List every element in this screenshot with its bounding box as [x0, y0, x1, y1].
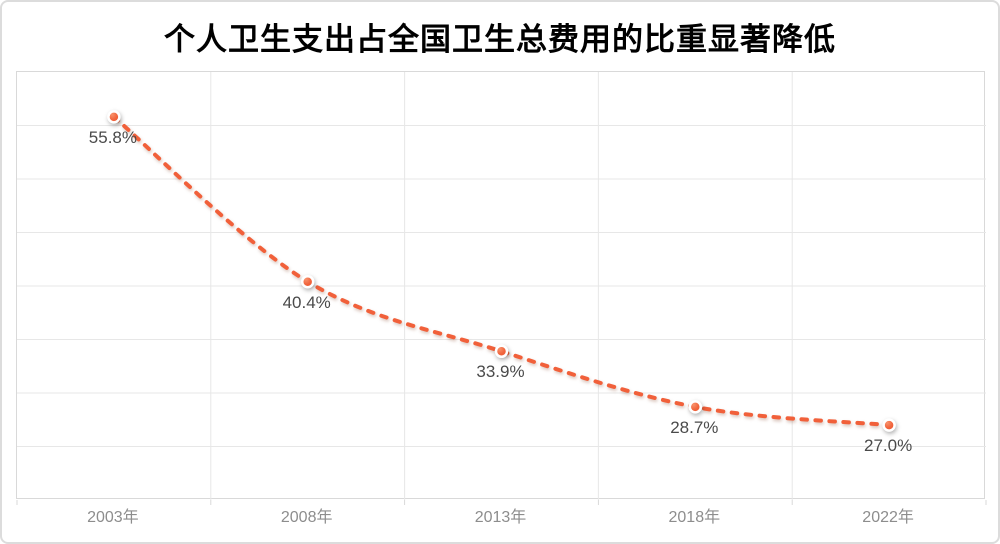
- data-point-marker: [107, 110, 121, 124]
- data-point-marker: [688, 400, 703, 414]
- data-point-marker: [300, 274, 315, 289]
- data-label: 40.4%: [282, 292, 331, 312]
- x-axis-label: 2022年: [862, 509, 914, 526]
- data-point-marker: [882, 418, 896, 432]
- chart-title: 个人卫生支出占全国卫生总费用的比重显著降低: [164, 22, 836, 57]
- data-label: 55.8%: [88, 127, 137, 147]
- x-axis-label: 2013年: [474, 509, 527, 526]
- plot-area: [16, 71, 987, 505]
- data-label: 28.7%: [670, 417, 719, 437]
- data-point-marker: [494, 344, 509, 359]
- data-label: 27.0%: [863, 436, 913, 456]
- x-axis-label: 2008年: [280, 509, 333, 526]
- x-axis-ticks: [16, 500, 987, 505]
- line-chart-canvas: [16, 72, 987, 505]
- series-layer: [107, 110, 896, 432]
- x-axis-label: 2003年: [87, 509, 139, 526]
- gridlines: [17, 72, 986, 500]
- data-label: 33.9%: [476, 362, 525, 382]
- x-axis-label: 2018年: [668, 509, 721, 526]
